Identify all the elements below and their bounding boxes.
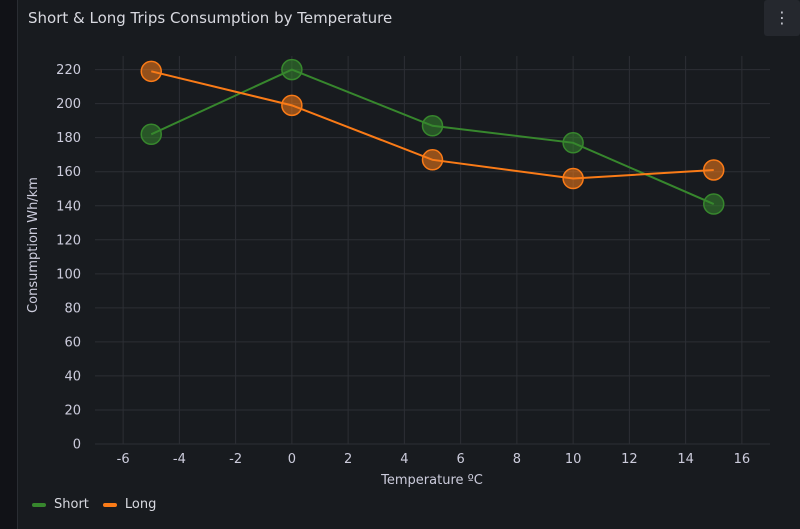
data-point-short[interactable]	[281, 58, 303, 81]
y-axis-ticks: 0 20 40 60 80 100 120 140 160 180 200 220	[56, 63, 81, 452]
chart-legend: Short Long	[32, 497, 156, 512]
chart-series	[140, 58, 725, 215]
x-tick-label: 2	[344, 452, 352, 467]
x-tick-label: -4	[173, 452, 186, 467]
legend-label-long: Long	[124, 497, 157, 512]
y-axis-label: Consumption Wh/km	[26, 177, 41, 313]
legend-swatch-short	[32, 502, 46, 507]
y-tick-label: 20	[64, 403, 81, 418]
y-tick-label: 80	[64, 301, 81, 316]
data-point-short[interactable]	[421, 115, 444, 137]
data-point-long[interactable]	[562, 167, 584, 190]
x-tick-label: 16	[734, 452, 751, 467]
legend-item-long[interactable]: Long	[102, 497, 157, 512]
legend-item-short[interactable]: Short	[32, 497, 89, 512]
kebab-menu-icon: ⋮	[774, 8, 790, 27]
data-point-short[interactable]	[562, 132, 584, 154]
x-tick-label: 10	[565, 452, 582, 467]
x-tick-label: 0	[288, 452, 296, 467]
x-axis-ticks: -6 -4 -2 0 2 4 6 8 10 12 14 16	[117, 452, 751, 467]
y-tick-label: 200	[56, 97, 81, 112]
data-point-short[interactable]	[140, 123, 162, 146]
data-point-long[interactable]	[140, 60, 162, 83]
data-point-long[interactable]	[281, 94, 303, 117]
y-tick-label: 140	[56, 199, 81, 214]
y-tick-label: 180	[56, 131, 81, 146]
panel-menu-button[interactable]: ⋮	[764, 0, 800, 36]
x-tick-label: 6	[456, 452, 464, 467]
x-tick-label: 4	[400, 452, 408, 467]
data-point-long[interactable]	[421, 149, 444, 171]
legend-label-short: Short	[54, 497, 89, 512]
y-tick-label: 120	[56, 233, 81, 248]
x-tick-label: -6	[117, 452, 130, 467]
x-tick-label: -2	[229, 452, 242, 467]
y-tick-label: 0	[73, 438, 81, 453]
data-point-short[interactable]	[703, 193, 725, 215]
legend-swatch-long	[102, 502, 117, 507]
x-tick-label: 12	[621, 452, 638, 467]
y-tick-label: 160	[56, 165, 81, 180]
y-tick-label: 60	[64, 335, 81, 350]
data-point-long[interactable]	[703, 159, 725, 181]
y-tick-label: 220	[56, 63, 81, 78]
x-axis-label: Temperature ºC	[380, 473, 483, 488]
x-tick-label: 14	[677, 452, 694, 467]
y-tick-label: 40	[64, 369, 81, 384]
chart-panel: Short & Long Trips Consumption by Temper…	[17, 0, 800, 529]
panel-title: Short & Long Trips Consumption by Temper…	[28, 9, 393, 27]
y-tick-label: 100	[56, 267, 81, 282]
x-tick-label: 8	[513, 452, 521, 467]
